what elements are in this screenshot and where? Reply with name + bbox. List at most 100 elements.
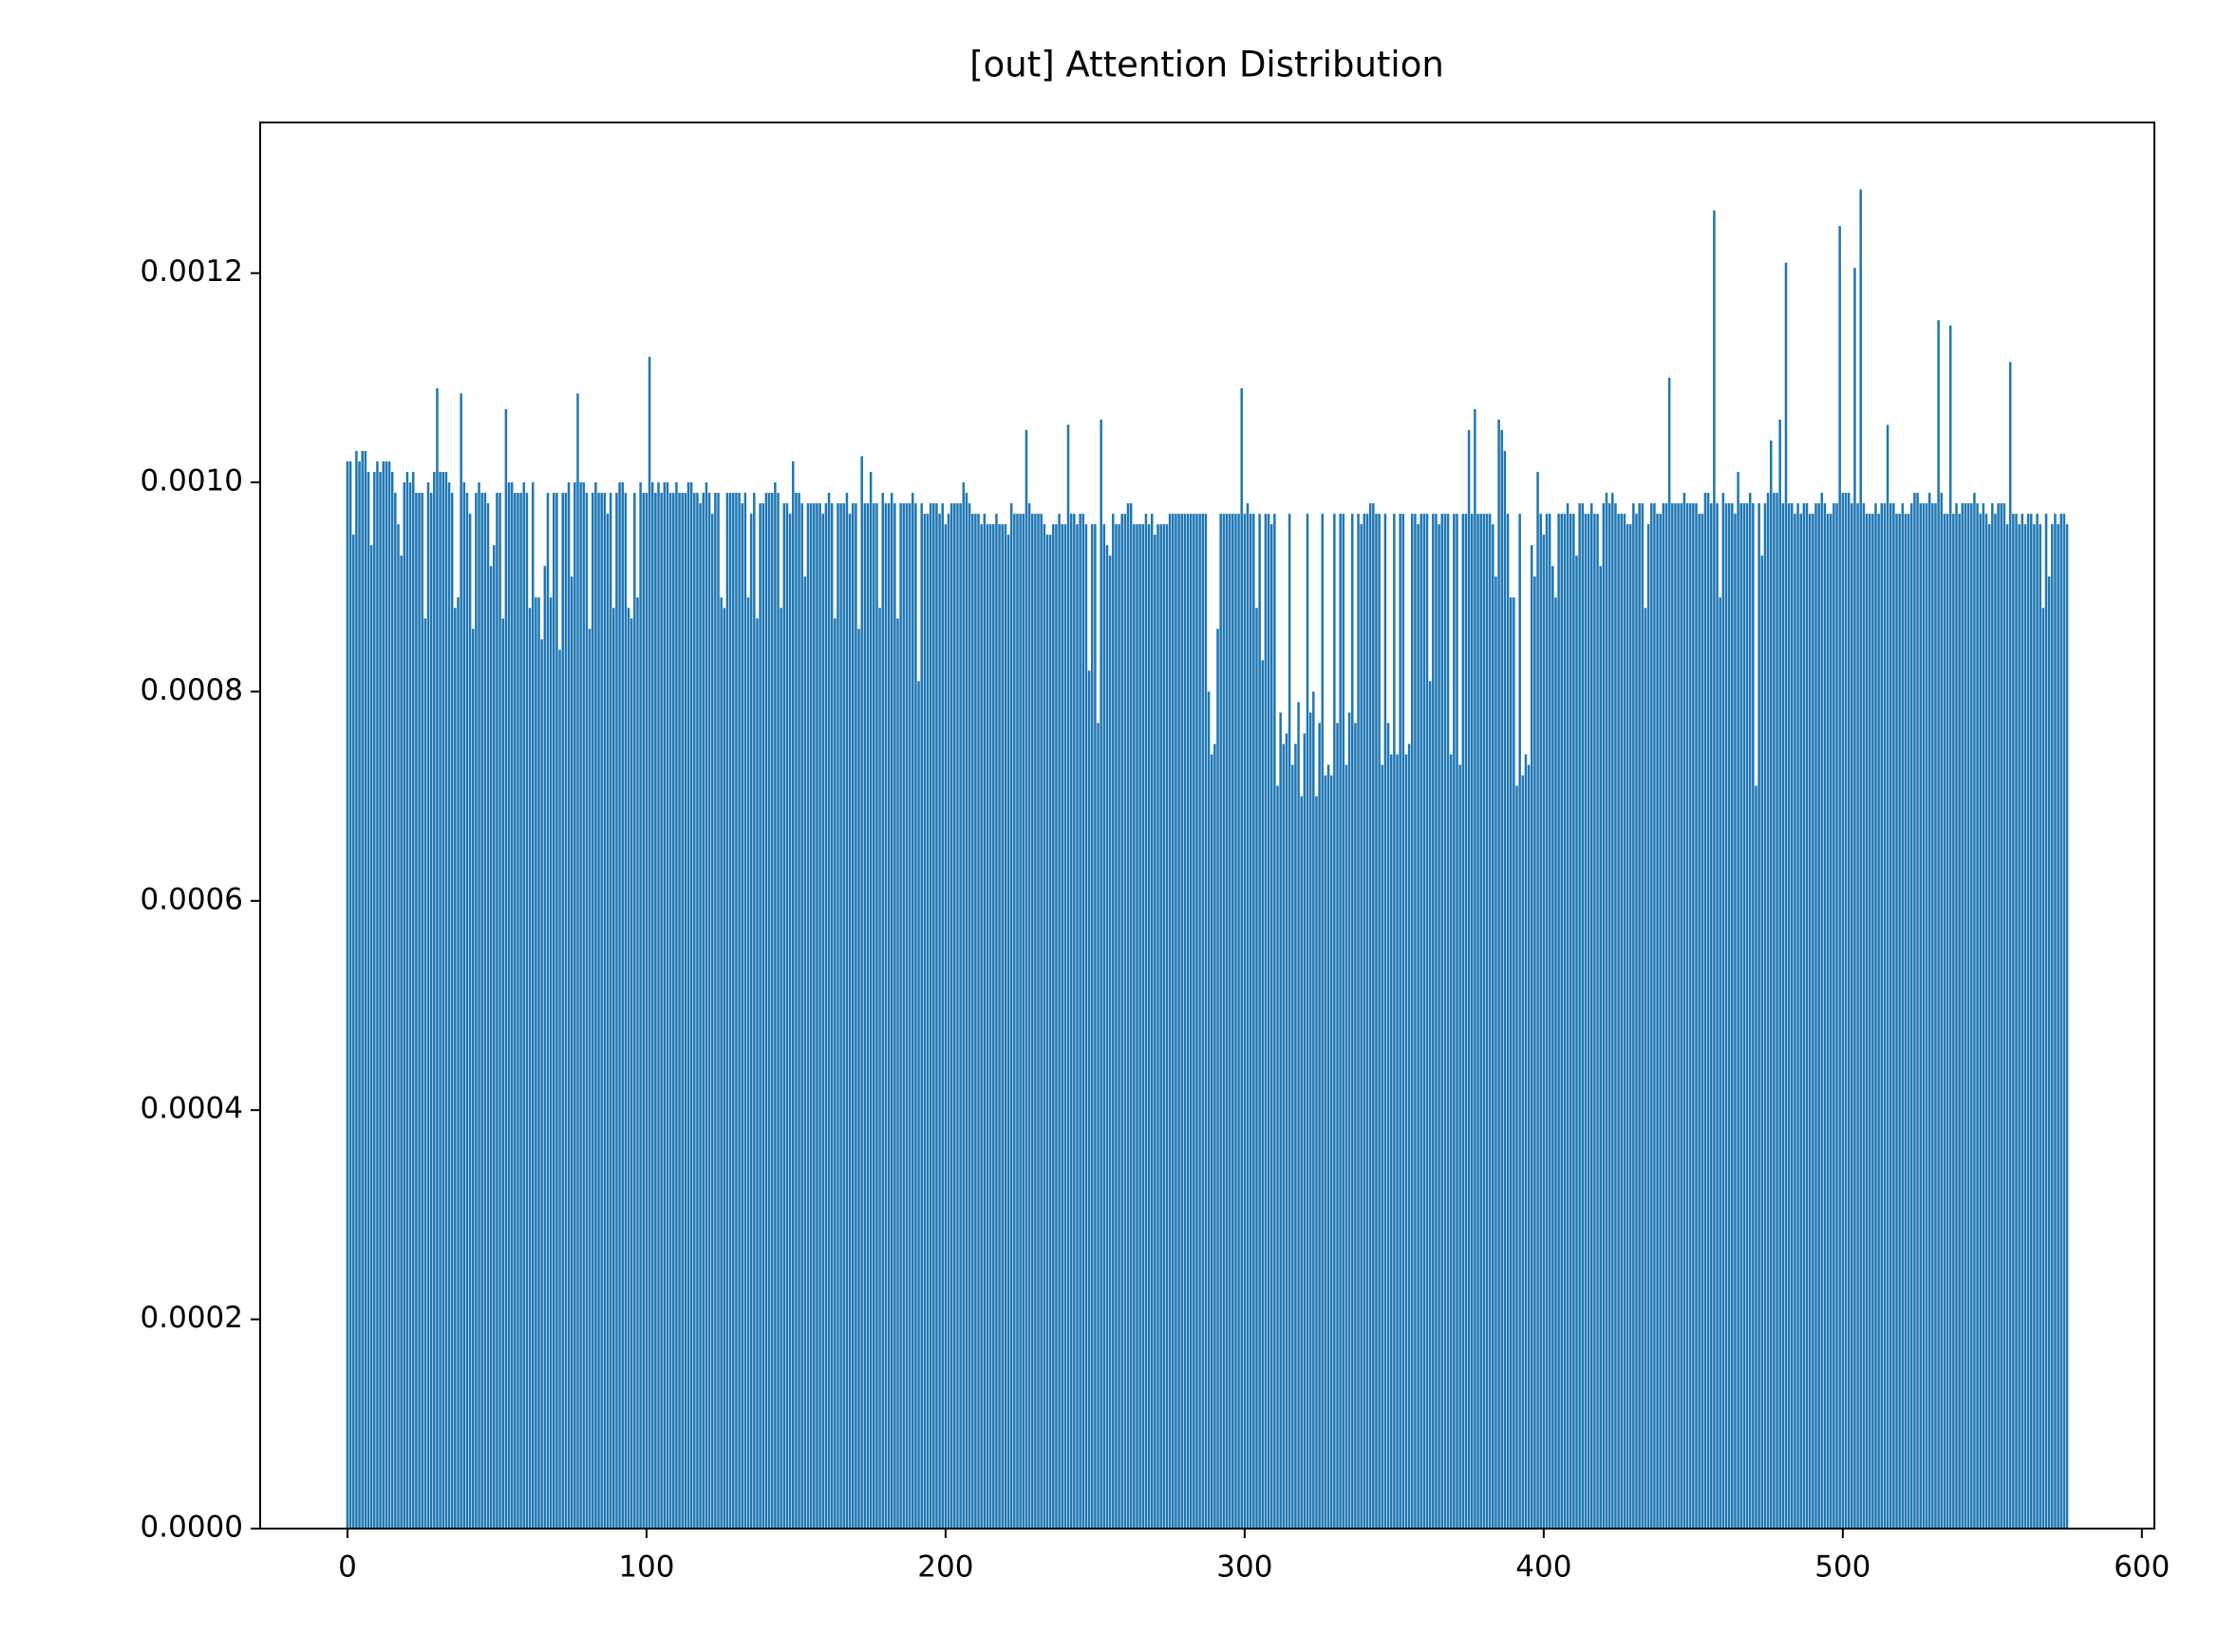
bar bbox=[1094, 524, 1097, 1530]
bar bbox=[1396, 754, 1399, 1529]
bar bbox=[1425, 514, 1429, 1529]
bar bbox=[403, 482, 406, 1530]
bar bbox=[1802, 503, 1806, 1529]
bar bbox=[1799, 514, 1802, 1529]
bar bbox=[1303, 733, 1306, 1529]
bar bbox=[803, 576, 807, 1529]
bar bbox=[486, 503, 490, 1529]
bar bbox=[1105, 545, 1109, 1529]
x-tick-label: 600 bbox=[2114, 1550, 2170, 1585]
bar bbox=[2033, 524, 2036, 1530]
bar bbox=[1581, 503, 1585, 1529]
bar bbox=[1685, 503, 1689, 1529]
bar bbox=[468, 514, 472, 1529]
bar bbox=[1667, 377, 1671, 1529]
bar bbox=[1737, 472, 1739, 1529]
bar bbox=[1907, 514, 1910, 1529]
bar bbox=[519, 493, 522, 1529]
bar bbox=[1752, 503, 1755, 1529]
bar bbox=[1024, 429, 1028, 1529]
bar bbox=[845, 493, 849, 1529]
bar bbox=[1222, 514, 1226, 1529]
bar bbox=[1154, 535, 1156, 1529]
bar bbox=[2026, 514, 2030, 1529]
bar bbox=[1097, 723, 1100, 1529]
bar bbox=[1796, 503, 1799, 1529]
bar bbox=[1994, 514, 1997, 1529]
bar bbox=[1470, 514, 1474, 1529]
bar bbox=[1557, 514, 1560, 1529]
bar bbox=[1339, 514, 1342, 1529]
bar bbox=[809, 503, 813, 1529]
bar bbox=[1589, 503, 1593, 1529]
bar bbox=[908, 503, 912, 1529]
bar bbox=[1856, 503, 1859, 1529]
bar bbox=[1958, 514, 1961, 1529]
bar bbox=[1100, 419, 1102, 1529]
bar bbox=[1492, 524, 1494, 1530]
bar bbox=[1372, 503, 1375, 1529]
bar bbox=[689, 482, 693, 1530]
bar bbox=[1682, 493, 1686, 1529]
bar bbox=[1952, 514, 1955, 1529]
bar bbox=[471, 629, 475, 1529]
bar bbox=[741, 503, 743, 1529]
bar bbox=[851, 503, 855, 1529]
bar bbox=[1066, 424, 1070, 1529]
bar bbox=[1545, 514, 1549, 1529]
bar bbox=[1216, 629, 1219, 1529]
bar bbox=[878, 608, 881, 1529]
bar bbox=[738, 493, 741, 1529]
bar bbox=[1037, 514, 1040, 1529]
bar bbox=[1378, 514, 1381, 1529]
bars bbox=[346, 189, 2069, 1530]
bar bbox=[1237, 514, 1240, 1529]
bar bbox=[400, 555, 403, 1529]
bar bbox=[2039, 524, 2041, 1530]
bar bbox=[1464, 514, 1468, 1529]
bar bbox=[1874, 503, 1877, 1529]
bar bbox=[1766, 493, 1770, 1529]
bar bbox=[376, 461, 379, 1529]
bar bbox=[462, 482, 466, 1530]
bar bbox=[1760, 555, 1764, 1529]
bar bbox=[788, 514, 792, 1529]
bar bbox=[848, 514, 852, 1529]
bar bbox=[1081, 514, 1085, 1529]
bar bbox=[480, 493, 483, 1529]
bar bbox=[1940, 493, 1944, 1529]
bar bbox=[1945, 514, 1949, 1529]
bar bbox=[1231, 514, 1234, 1529]
bar bbox=[1108, 555, 1112, 1529]
bar bbox=[1118, 524, 1120, 1530]
bar bbox=[1709, 503, 1713, 1529]
bar bbox=[493, 545, 496, 1529]
bar bbox=[1315, 796, 1318, 1529]
bar bbox=[1013, 514, 1016, 1529]
bar bbox=[1862, 503, 1866, 1529]
bar bbox=[1141, 524, 1145, 1530]
bar bbox=[1644, 608, 1647, 1529]
bar bbox=[1225, 514, 1229, 1529]
x-tick-label: 500 bbox=[1814, 1550, 1870, 1585]
bar bbox=[666, 482, 669, 1530]
bar bbox=[514, 493, 517, 1529]
x-tick-label: 400 bbox=[1515, 1550, 1571, 1585]
bar bbox=[522, 482, 526, 1530]
bar bbox=[1389, 754, 1393, 1529]
bar bbox=[1456, 514, 1458, 1529]
bar bbox=[358, 461, 361, 1529]
bar bbox=[1138, 524, 1141, 1530]
bar bbox=[415, 493, 418, 1529]
bar bbox=[770, 493, 774, 1529]
bar bbox=[780, 608, 782, 1529]
x-tick-label: 200 bbox=[917, 1550, 973, 1585]
bar bbox=[777, 493, 780, 1529]
bar bbox=[650, 482, 654, 1530]
bar bbox=[1599, 566, 1602, 1529]
bar bbox=[498, 493, 501, 1529]
bar bbox=[1351, 514, 1354, 1529]
bar bbox=[827, 493, 831, 1529]
bar bbox=[1617, 514, 1620, 1529]
bar bbox=[824, 503, 828, 1529]
